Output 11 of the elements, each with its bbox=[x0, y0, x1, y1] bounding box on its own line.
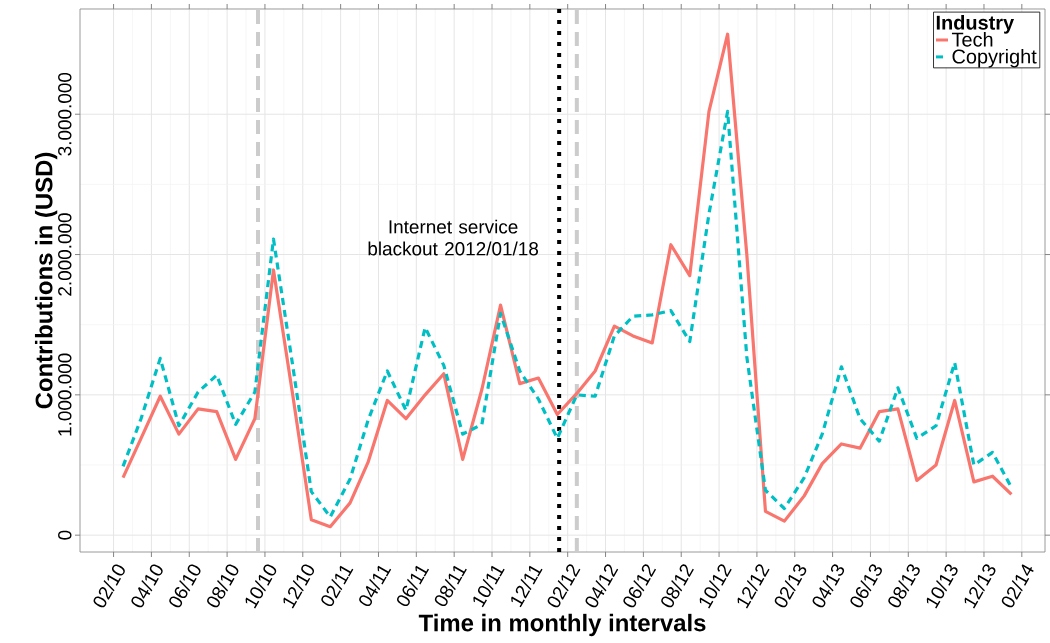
line-series bbox=[121, 109, 1014, 519]
y-tick-label: 0 bbox=[58, 530, 72, 540]
y-tick-label: 2.000.000 bbox=[58, 213, 72, 296]
y-axis-title: Contributions in (USD) bbox=[34, 152, 58, 409]
y-tick-label: 3.000.000 bbox=[58, 72, 72, 156]
x-axis-title: Time in monthly intervals bbox=[418, 613, 706, 637]
legend-title: Industry bbox=[936, 15, 1015, 34]
ref-line-label: Internet service blackout 2012/01/18 bbox=[368, 219, 539, 256]
legend-label: Copyright bbox=[952, 48, 1037, 68]
y-tick-label: 1.000.000 bbox=[58, 353, 72, 436]
legend-label: Tech bbox=[951, 32, 993, 47]
